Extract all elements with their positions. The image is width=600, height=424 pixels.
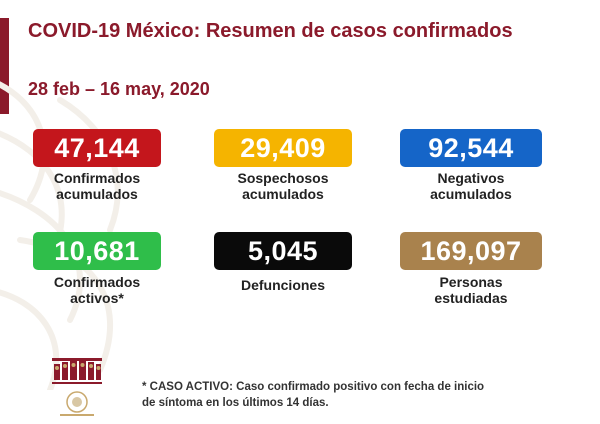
- stat-confirmed-active: 10,681: [33, 232, 161, 270]
- stat-label-line: acumulados: [430, 186, 512, 202]
- stat-people-studied: 169,097: [400, 232, 542, 270]
- footnote-line: * CASO ACTIVO: Caso confirmado positivo …: [142, 381, 485, 393]
- stat-label-line: Personas: [439, 274, 503, 290]
- accent-bar: [0, 18, 9, 114]
- stat-label: Sospechosos acumulados: [208, 170, 358, 202]
- stat-value: 29,409: [240, 132, 326, 163]
- stat-label: Personas estudiadas: [396, 274, 546, 306]
- stat-value: 47,144: [54, 132, 140, 163]
- page-title: COVID-19 México: Resumen de casos confir…: [28, 20, 513, 42]
- stat-label-line: Confirmados: [53, 274, 141, 290]
- stat-deaths: 5,045: [214, 232, 352, 270]
- stat-label: Negativos acumulados: [396, 170, 546, 202]
- stat-label: Defunciones: [208, 277, 358, 293]
- stat-label-line: Defunciones: [240, 277, 325, 293]
- stat-value: 92,544: [428, 132, 514, 163]
- stat-label: Confirmados acumulados: [23, 170, 171, 202]
- date-range: 28 feb – 16 may, 2020: [28, 79, 210, 99]
- footnote: * CASO ACTIVO: Caso confirmado positivo …: [142, 379, 592, 411]
- stat-value: 5,045: [247, 235, 319, 266]
- stat-negative-cumulative: 92,544: [400, 129, 542, 167]
- stat-label-line: acumulados: [242, 186, 324, 202]
- coat-of-arms-watermark-icon: [0, 81, 121, 390]
- stat-label-line: Confirmados: [53, 170, 141, 186]
- stat-confirmed-cumulative: 47,144: [33, 129, 161, 167]
- stat-label-line: activos*: [70, 290, 124, 306]
- government-emblem-icon: [52, 358, 102, 416]
- stat-suspected-cumulative: 29,409: [214, 129, 352, 167]
- footnote-line: de síntoma en los últimos 14 días.: [142, 397, 329, 409]
- stat-label-line: estudiadas: [434, 290, 508, 306]
- stat-label-line: Negativos: [437, 170, 505, 186]
- stat-value: 169,097: [420, 235, 522, 266]
- stat-label: Confirmados activos*: [23, 274, 171, 306]
- stat-label-line: Sospechosos: [237, 170, 329, 186]
- stat-value: 10,681: [54, 235, 140, 266]
- stat-label-line: acumulados: [56, 186, 138, 202]
